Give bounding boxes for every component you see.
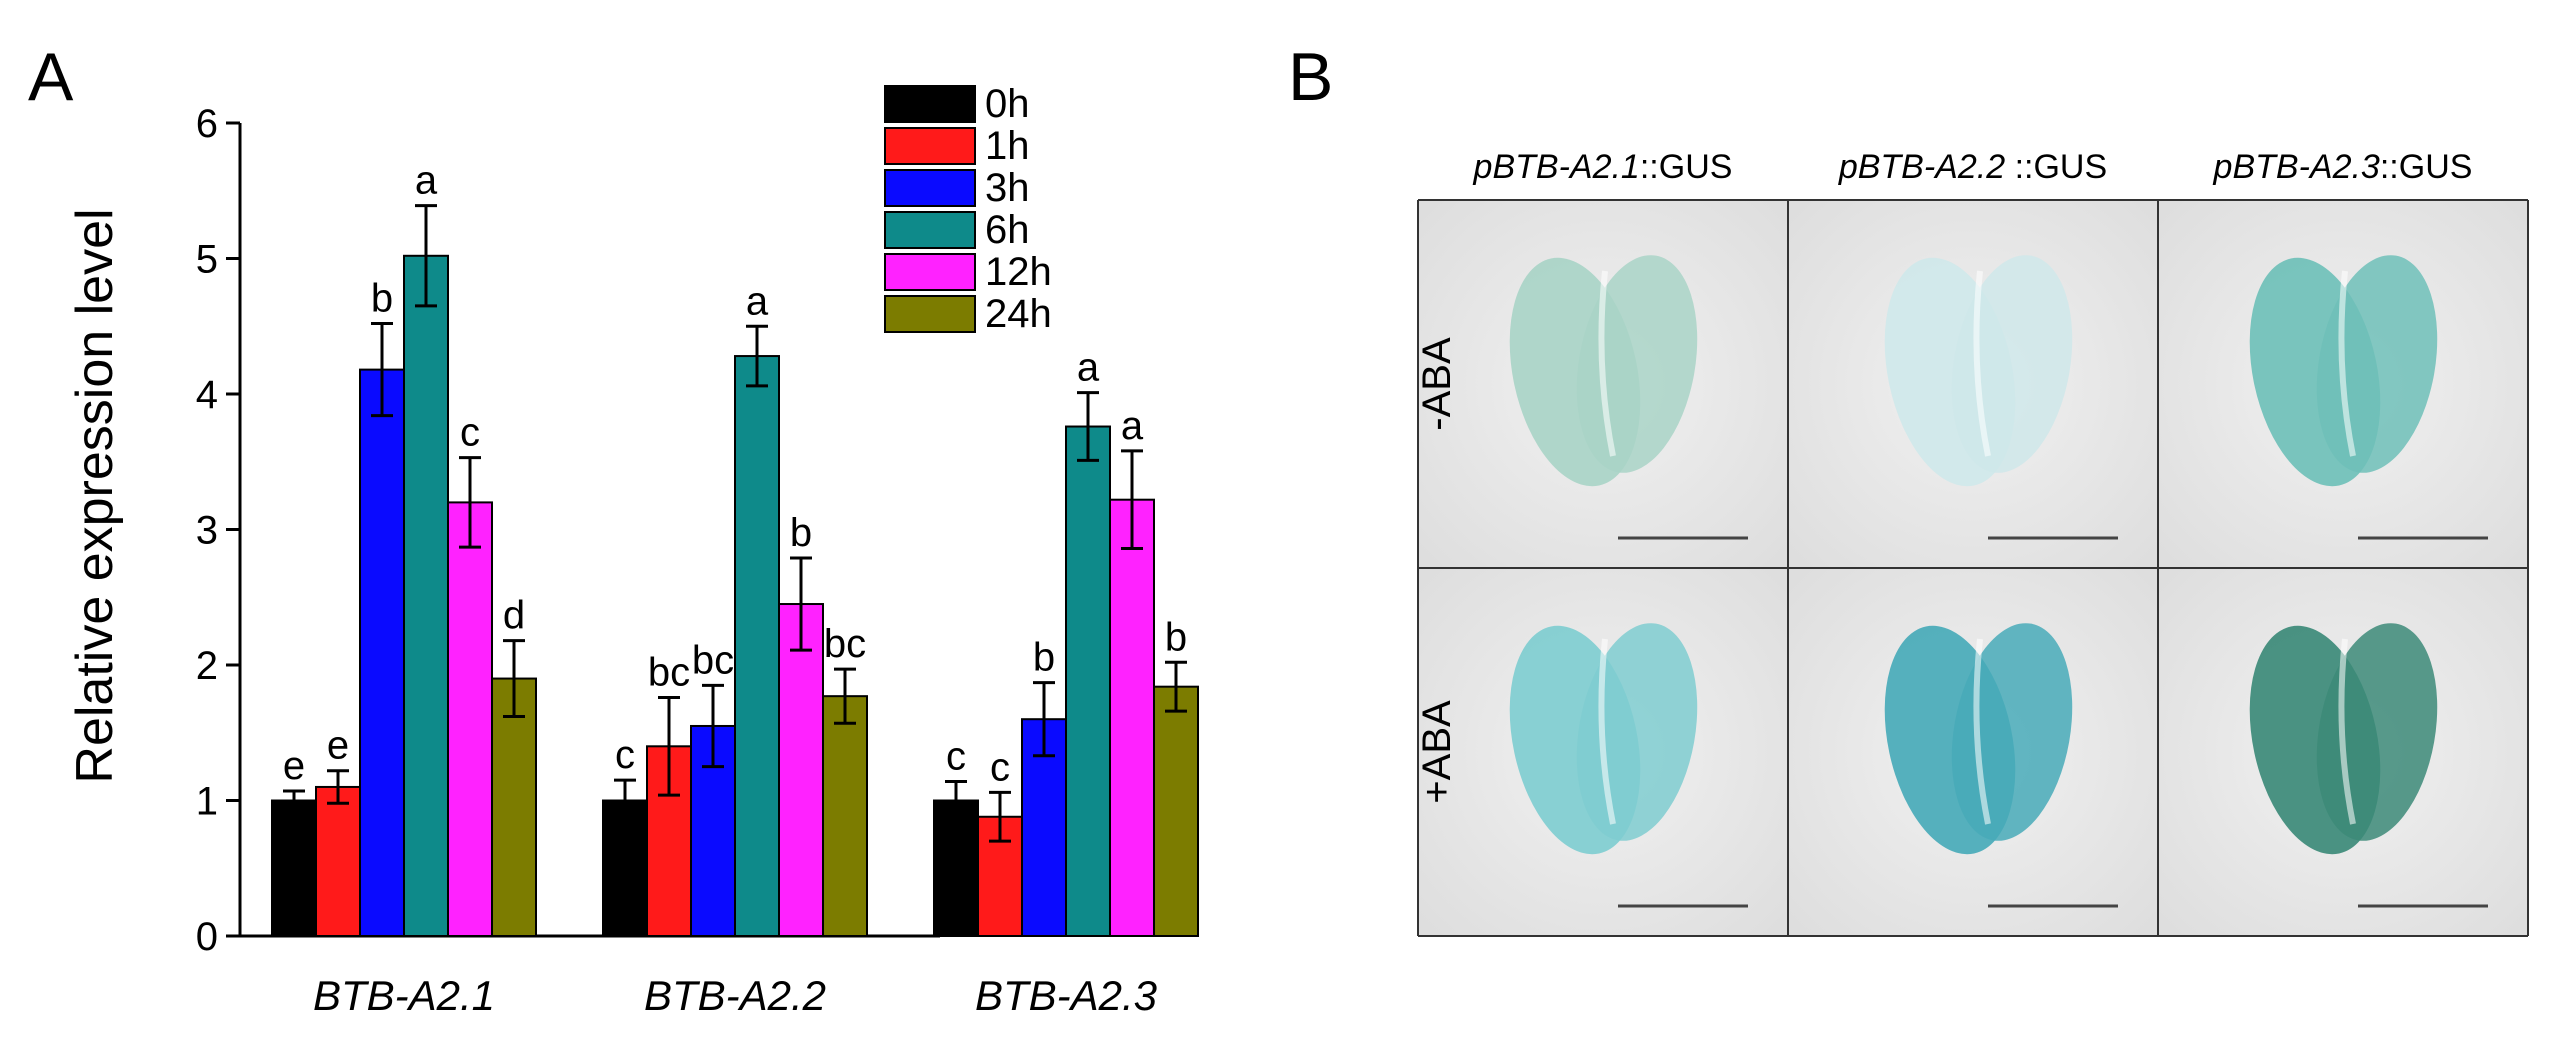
bar bbox=[1153, 685, 1199, 937]
panel-label-a: A bbox=[28, 39, 74, 115]
y-tick-label: 5 bbox=[196, 238, 218, 282]
y-tick-label: 2 bbox=[196, 644, 218, 688]
significance-letter: d bbox=[503, 594, 525, 638]
significance-letter: bc bbox=[824, 622, 866, 666]
significance-letter: a bbox=[1077, 346, 1100, 390]
column-header: pBTB-A2.2 ::GUS bbox=[1838, 148, 2107, 186]
x-tick-label: BTB-A2.2 bbox=[644, 972, 826, 1019]
significance-letter: bc bbox=[692, 638, 734, 682]
legend-label: 1h bbox=[985, 124, 1030, 168]
y-axis-label: Relative expression level bbox=[66, 208, 124, 783]
seedling-fold bbox=[2338, 638, 2356, 825]
legend-label: 6h bbox=[985, 208, 1030, 252]
significance-letter: b bbox=[1165, 615, 1187, 659]
significance-letter: b bbox=[790, 511, 812, 555]
seedling-fold bbox=[1598, 270, 1616, 457]
x-tick-label: BTB-A2.1 bbox=[313, 972, 495, 1019]
bar bbox=[1109, 498, 1155, 937]
significance-letter: a bbox=[415, 159, 438, 203]
seedling-fold bbox=[1973, 270, 1991, 457]
y-ticks: 0 1 2 3 4 5 6 bbox=[196, 102, 240, 959]
error-bars bbox=[283, 204, 1187, 843]
bar bbox=[822, 695, 868, 937]
x-tick-label: BTB-A2.3 bbox=[975, 972, 1157, 1019]
significance-letter: c bbox=[990, 745, 1010, 789]
bar bbox=[602, 799, 648, 937]
construct-name: pBTB-A2.2 bbox=[1838, 148, 2005, 186]
y-tick-label: 4 bbox=[196, 373, 218, 417]
significance-letter: e bbox=[327, 724, 349, 768]
y-tick-label: 1 bbox=[196, 780, 218, 824]
bar bbox=[1065, 425, 1111, 937]
legend-swatch bbox=[884, 253, 976, 291]
y-tick-label: 3 bbox=[196, 509, 218, 553]
reporter-name: ::GUS bbox=[2380, 148, 2473, 186]
legend-swatch bbox=[884, 295, 976, 333]
significance-letter: a bbox=[746, 279, 769, 323]
bars bbox=[271, 254, 1199, 938]
significance-letter: c bbox=[615, 733, 635, 777]
treatment-label: -ABA bbox=[1415, 337, 1459, 431]
bar bbox=[359, 368, 405, 937]
column-header: pBTB-A2.3::GUS bbox=[2213, 148, 2473, 186]
significance-letter: b bbox=[371, 277, 393, 321]
legend-swatch bbox=[884, 211, 976, 249]
bar bbox=[403, 254, 449, 938]
bar bbox=[271, 799, 317, 937]
reporter-name: ::GUS bbox=[1640, 148, 1733, 186]
legend-label: 24h bbox=[985, 292, 1052, 336]
seedling-fold bbox=[1973, 638, 1991, 825]
column-header: pBTB-A2.1::GUS bbox=[1473, 148, 1733, 186]
legend-swatch bbox=[884, 169, 976, 207]
bar bbox=[734, 355, 780, 937]
significance-letter: b bbox=[1033, 636, 1055, 680]
legend-label: 12h bbox=[985, 250, 1052, 294]
construct-name: pBTB-A2.3 bbox=[2213, 148, 2380, 186]
bar bbox=[778, 603, 824, 938]
significance-letter: e bbox=[283, 744, 305, 788]
significance-letter: a bbox=[1121, 404, 1144, 448]
y-tick-label: 0 bbox=[196, 915, 218, 959]
bar bbox=[977, 815, 1023, 938]
bar bbox=[315, 785, 361, 938]
significance-letter: c bbox=[460, 411, 480, 455]
significance-letter: c bbox=[946, 735, 966, 779]
legend-swatch bbox=[884, 85, 976, 123]
y-tick-label: 6 bbox=[196, 102, 218, 146]
seedling-fold bbox=[2338, 270, 2356, 457]
legend-label: 0h bbox=[985, 82, 1030, 126]
construct-name: pBTB-A2.1 bbox=[1473, 148, 1640, 186]
treatment-label: +ABA bbox=[1415, 700, 1459, 804]
seedling-fold bbox=[1598, 638, 1616, 825]
bar bbox=[447, 501, 493, 937]
reporter-name: ::GUS bbox=[2005, 148, 2107, 186]
panel-label-b: B bbox=[1288, 39, 1333, 115]
bar-chart: Relative expression level 0 1 2 3 4 5 6 e e b a c d… bbox=[66, 82, 1199, 1019]
legend-swatch bbox=[884, 127, 976, 165]
x-category-labels: BTB-A2.1 BTB-A2.2 BTB-A2.3 bbox=[313, 972, 1157, 1019]
legend-label: 3h bbox=[985, 166, 1030, 210]
significance-letter: bc bbox=[648, 651, 690, 695]
gus-staining-grid: pBTB-A2.1::GUS pBTB-A2.2 ::GUS pBTB-A2.3::… bbox=[1415, 148, 2529, 937]
